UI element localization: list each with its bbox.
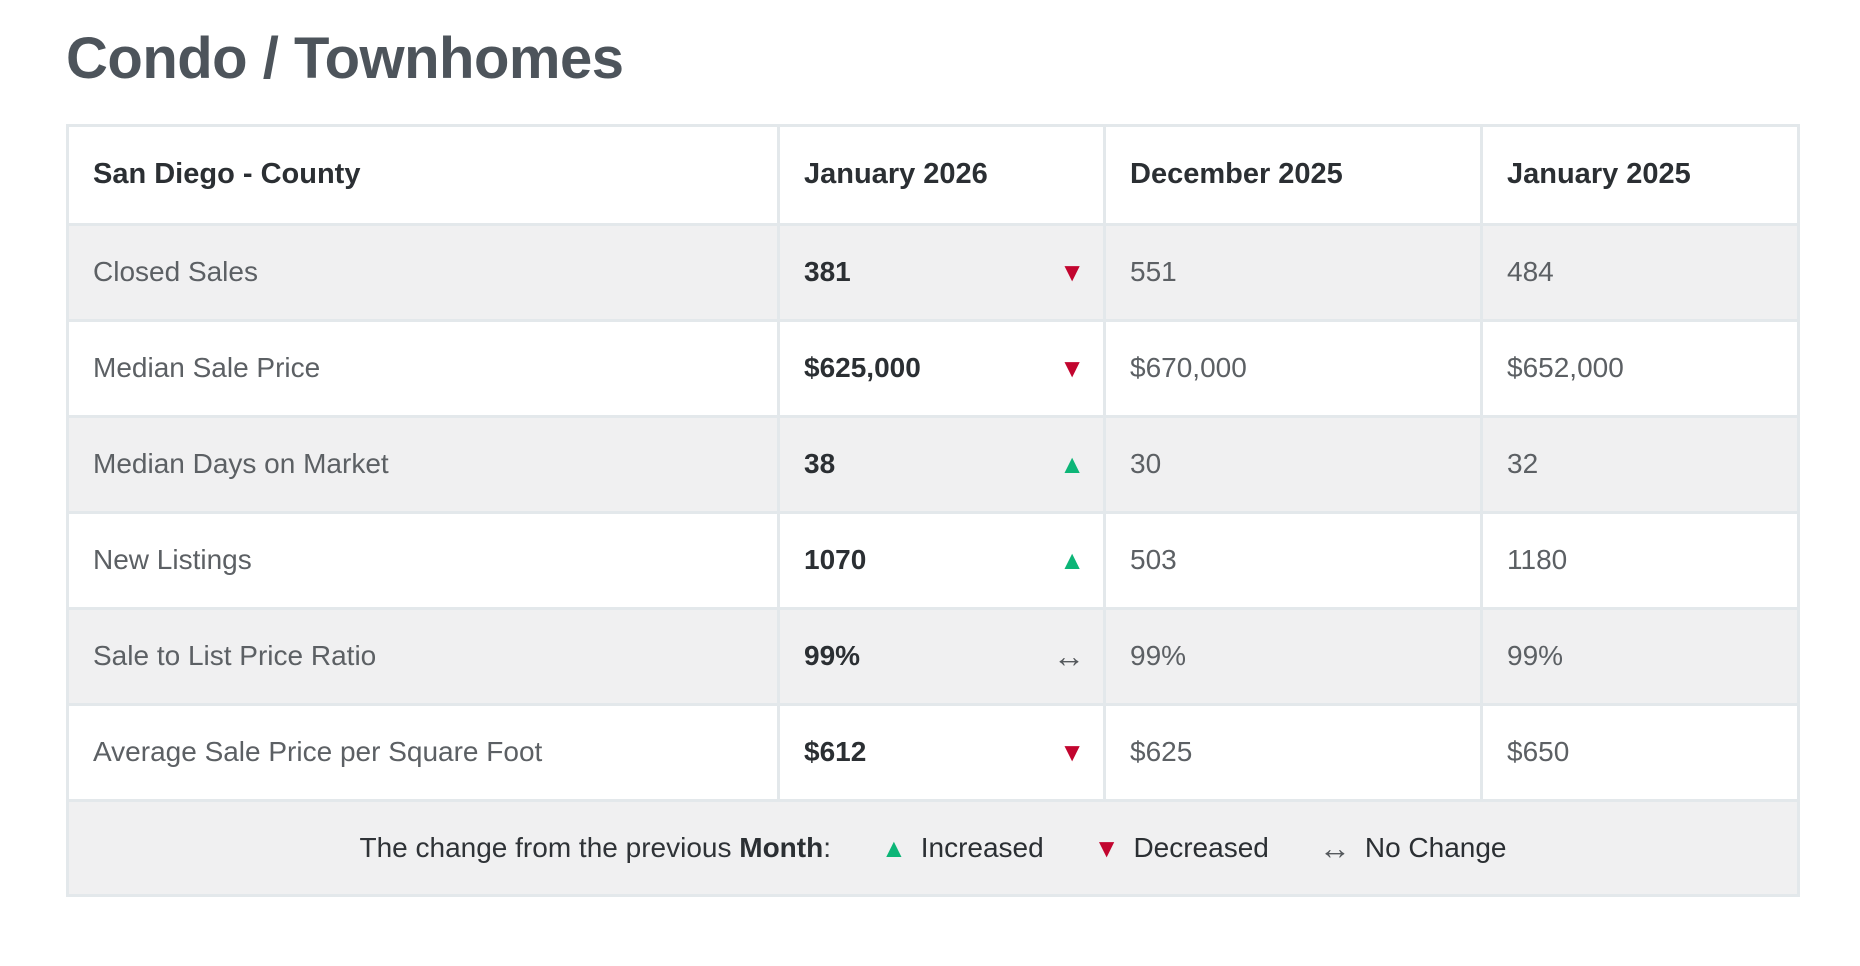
increase-arrow-icon: ▲ xyxy=(1059,449,1085,480)
no-change-arrow-icon: ↔ xyxy=(1318,829,1351,866)
increase-arrow-icon: ▲ xyxy=(881,832,907,863)
current-value-cell: $625,000 ▼ xyxy=(777,318,1106,418)
previous-month-value: 503 xyxy=(1103,510,1483,610)
decrease-arrow-icon: ▼ xyxy=(1059,737,1085,768)
previous-year-value: 32 xyxy=(1480,414,1800,514)
legend-row: The change from the previous Month: ▲ In… xyxy=(66,798,1800,897)
legend-no-change: ↔ No Change xyxy=(1319,832,1507,864)
legend-no-change-label: No Change xyxy=(1364,831,1507,863)
increase-arrow-icon: ▲ xyxy=(1059,545,1085,576)
current-value-cell: 381 ▼ xyxy=(777,222,1106,322)
table-row-avg-price-per-sqft: Average Sale Price per Square Foot $612 … xyxy=(66,702,1800,802)
legend-caption-text: The change from the previous xyxy=(359,831,740,863)
current-value: 99% xyxy=(804,640,861,672)
current-value: $612 xyxy=(804,736,867,768)
table-row-new-listings: New Listings 1070 ▲ 503 1180 xyxy=(66,510,1800,610)
legend-caption: The change from the previous Month: xyxy=(359,832,831,864)
table-row-closed-sales: Closed Sales 381 ▼ 551 484 xyxy=(66,222,1800,322)
change-legend: The change from the previous Month: ▲ In… xyxy=(69,832,1797,864)
no-change-arrow-icon: ↔ xyxy=(1053,638,1085,675)
decrease-arrow-icon: ▼ xyxy=(1093,832,1120,863)
table-header-row: San Diego - County January 2026 December… xyxy=(66,123,1800,226)
previous-year-value: 1180 xyxy=(1480,510,1800,610)
legend-increased-label: Increased xyxy=(920,831,1044,863)
current-value-cell: 1070 ▲ xyxy=(777,510,1106,610)
previous-year-value: $650 xyxy=(1480,702,1800,802)
legend-caption-colon: : xyxy=(823,831,831,863)
metric-label: Closed Sales xyxy=(66,222,780,322)
legend-decreased: ▼ Decreased xyxy=(1094,832,1269,864)
table-row-sale-to-list-ratio: Sale to List Price Ratio 99% ↔ 99% 99% xyxy=(66,606,1800,706)
table-row-median-days-on-market: Median Days on Market 38 ▲ 30 32 xyxy=(66,414,1800,514)
legend-decreased-label: Decreased xyxy=(1133,831,1269,863)
current-value: 381 xyxy=(804,256,851,288)
page-title: Condo / Townhomes xyxy=(66,26,624,91)
previous-month-value: 30 xyxy=(1103,414,1483,514)
previous-year-value: 484 xyxy=(1480,222,1800,322)
metric-label: Average Sale Price per Square Foot xyxy=(66,702,780,802)
legend-increased: ▲ Increased xyxy=(881,832,1044,864)
current-value-cell: $612 ▼ xyxy=(777,702,1106,802)
legend-caption-bold: Month xyxy=(739,831,824,863)
table-row-median-sale-price: Median Sale Price $625,000 ▼ $670,000 $6… xyxy=(66,318,1800,418)
metric-label: Median Sale Price xyxy=(66,318,780,418)
region-header: San Diego - County xyxy=(66,123,780,226)
previous-year-header: January 2025 xyxy=(1480,123,1800,226)
metric-label: Median Days on Market xyxy=(66,414,780,514)
previous-month-value: 99% xyxy=(1103,606,1483,706)
decrease-arrow-icon: ▼ xyxy=(1059,257,1085,288)
current-value-cell: 99% ↔ xyxy=(777,606,1106,706)
metric-label: New Listings xyxy=(66,510,780,610)
legend-cell: The change from the previous Month: ▲ In… xyxy=(66,798,1800,897)
current-period-header: January 2026 xyxy=(777,123,1106,226)
previous-month-header: December 2025 xyxy=(1103,123,1483,226)
previous-month-value: $670,000 xyxy=(1103,318,1483,418)
current-value-cell: 38 ▲ xyxy=(777,414,1106,514)
current-value: $625,000 xyxy=(804,352,921,384)
previous-month-value: 551 xyxy=(1103,222,1483,322)
previous-month-value: $625 xyxy=(1103,702,1483,802)
market-stats-table: San Diego - County January 2026 December… xyxy=(66,123,1800,897)
current-value: 1070 xyxy=(804,544,867,576)
current-value: 38 xyxy=(804,448,836,480)
report-page: Condo / Townhomes San Diego - County Jan… xyxy=(66,26,1800,897)
previous-year-value: 99% xyxy=(1480,606,1800,706)
decrease-arrow-icon: ▼ xyxy=(1059,353,1085,384)
previous-year-value: $652,000 xyxy=(1480,318,1800,418)
metric-label: Sale to List Price Ratio xyxy=(66,606,780,706)
